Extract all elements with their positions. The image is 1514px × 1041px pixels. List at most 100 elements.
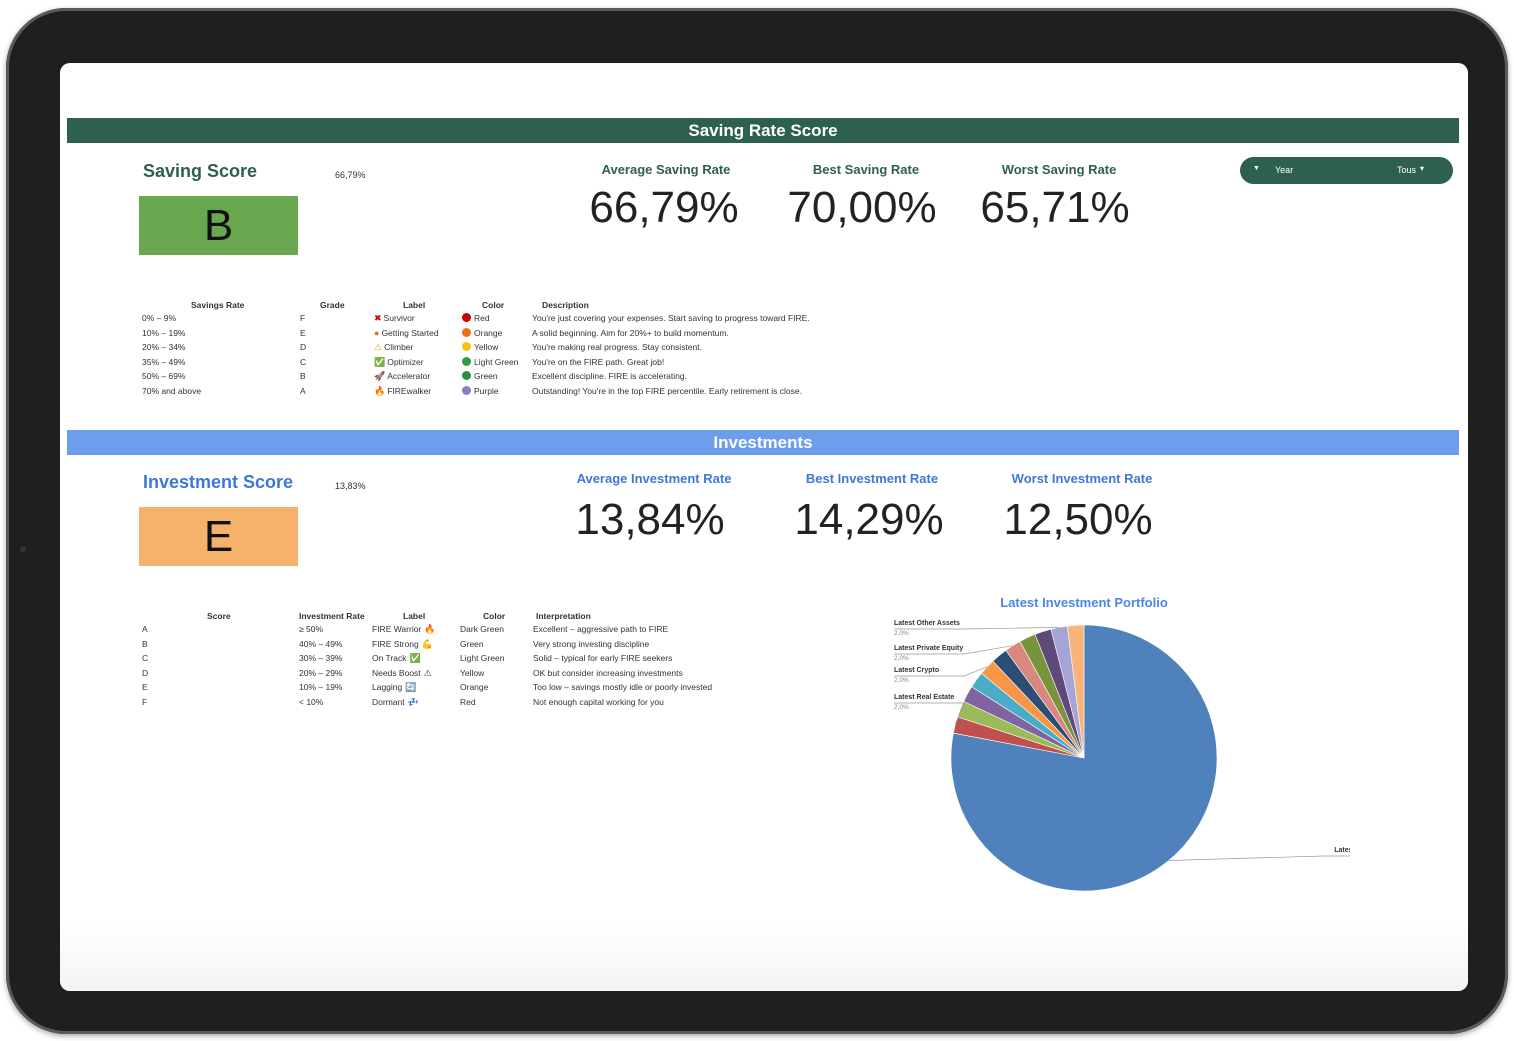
worst-investment-rate-label: Worst Investment Rate xyxy=(1011,471,1153,486)
legend-rate: 50% – 69% xyxy=(142,371,186,381)
legend-score: E xyxy=(142,682,148,692)
legend-grade: B xyxy=(300,371,306,381)
flexed-arm-icon: 💪 xyxy=(421,638,433,649)
saving-section-header: Saving Rate Score xyxy=(67,118,1459,143)
legend-header: Description xyxy=(542,300,589,310)
investment-score-legend: Score Investment Rate Label Color Interp… xyxy=(142,611,822,711)
pie-leader-line xyxy=(894,627,1060,630)
filter-value[interactable]: Tous xyxy=(1397,165,1417,175)
saving-grade-legend: Savings Rate Grade Label Color Descripti… xyxy=(142,300,862,400)
legend-description: Excellent discipline. FIRE is accelerati… xyxy=(532,371,687,381)
legend-grade: D xyxy=(300,342,307,352)
pie-label-name: Latest Private Equity xyxy=(894,645,963,652)
legend-header: Color xyxy=(483,611,506,621)
color-dot-icon xyxy=(462,327,471,337)
legend-color-name: Dark Green xyxy=(460,624,504,634)
pie-slice[interactable] xyxy=(1066,624,1085,759)
warning-icon: ⚠ xyxy=(423,667,432,678)
legend-label: ✖ Survivor xyxy=(374,313,415,324)
legend-label: FIRE Strong 💪 xyxy=(372,639,435,650)
legend-label: Lagging 🔄 xyxy=(372,682,418,693)
pie-label-name: Latest Crypto xyxy=(894,667,939,674)
legend-header: Color xyxy=(482,300,505,310)
legend-label-text: Needs Boost xyxy=(372,667,421,678)
pie-leader-line xyxy=(894,702,965,726)
legend-label-text: Getting Started xyxy=(381,327,439,338)
portfolio-pie-chart: Latest Other Assets 2,0% Latest Private Eq… xyxy=(894,620,1350,892)
legend-header: Grade xyxy=(320,300,345,310)
chevron-down-icon[interactable]: ▾ xyxy=(1420,164,1425,173)
worst-saving-rate-value: 65,71% xyxy=(980,183,1130,232)
best-investment-rate-value: 14,29% xyxy=(794,495,944,544)
pie-leader-line xyxy=(1168,855,1350,861)
legend-label: On Track ✅ xyxy=(372,653,423,664)
rocket-icon: 🚀 xyxy=(374,371,386,381)
fire-icon: 🔥 xyxy=(374,385,386,396)
legend-color: Red xyxy=(462,313,490,323)
pie-label-name: Latest Real Estate xyxy=(894,694,954,701)
saving-score-title: Saving Score xyxy=(143,161,258,181)
color-dot-icon xyxy=(462,356,471,366)
color-dot-icon xyxy=(462,313,471,322)
legend-score: B xyxy=(142,638,148,649)
legend-label-text: Optimizer xyxy=(387,356,424,367)
legend-description: You're on the FIRE path. Great job! xyxy=(532,356,665,367)
pie-label-value: 2,0% xyxy=(894,630,909,637)
sleeping-icon: 💤 xyxy=(407,696,419,707)
investment-score-small-value: 13,83% xyxy=(335,481,366,491)
legend-color-name: Green xyxy=(460,638,484,649)
legend-label-text: FIRE Warrior xyxy=(372,624,422,634)
legend-color: Green xyxy=(462,371,498,381)
legend-color: Purple xyxy=(462,385,499,396)
legend-color-name: Red xyxy=(474,313,490,323)
legend-label: Dormant 💤 xyxy=(372,697,421,708)
legend-label: ✅ Optimizer xyxy=(374,357,424,368)
legend-description: You're making real progress. Stay consis… xyxy=(532,342,702,352)
legend-color-name: Purple xyxy=(474,385,499,396)
legend-color-name: Yellow xyxy=(474,342,499,352)
legend-color-name: Yellow xyxy=(460,667,485,678)
legend-grade: E xyxy=(300,327,306,338)
fire-icon: 🔥 xyxy=(424,624,436,634)
legend-label-text: Climber xyxy=(384,342,414,352)
legend-description: You're just covering your expenses. Star… xyxy=(532,313,810,323)
year-filter-control[interactable]: ▼ Year Tous ▾ xyxy=(1240,157,1453,184)
pie-label-value: 2,0% xyxy=(894,677,909,684)
legend-investment-rate: 30% – 39% xyxy=(299,653,343,663)
average-saving-rate-label: Average Saving Rate xyxy=(601,162,731,177)
legend-investment-rate: 10% – 19% xyxy=(299,682,343,692)
legend-label: ⚠ Climber xyxy=(374,342,413,353)
legend-score: A xyxy=(142,624,148,634)
legend-interpretation: Not enough capital working for you xyxy=(533,696,664,707)
pie-leader-line xyxy=(894,666,988,677)
saving-grade-box: B xyxy=(139,196,298,255)
legend-color-name: Orange xyxy=(474,327,503,338)
warning-icon: ⚠ xyxy=(374,342,383,352)
color-dot-icon xyxy=(462,342,471,351)
legend-rate: 70% and above xyxy=(142,385,202,396)
legend-header: Label xyxy=(403,300,426,310)
legend-investment-rate: 20% – 29% xyxy=(299,667,343,678)
legend-color: Orange xyxy=(462,327,503,338)
legend-label-text: Dormant xyxy=(372,696,405,707)
pie-leader-line xyxy=(894,645,1013,655)
legend-header: Savings Rate xyxy=(191,300,245,310)
filter-field-label: Year xyxy=(1275,165,1294,175)
legend-color-name: Green xyxy=(474,371,498,381)
camera-dot xyxy=(20,546,26,552)
legend-color-name: Red xyxy=(460,696,476,707)
average-investment-rate-value: 13,84% xyxy=(575,495,725,544)
investment-score-title: Investment Score xyxy=(143,472,294,492)
legend-rate: 35% – 49% xyxy=(142,356,186,367)
legend-investment-rate: ≥ 50% xyxy=(299,624,324,634)
legend-interpretation: Too low – savings mostly idle or poorly … xyxy=(533,682,713,692)
legend-interpretation: Very strong investing discipline xyxy=(533,638,650,649)
legend-score: C xyxy=(142,653,149,663)
pie-label-name: Latest Equities xyxy=(1334,847,1350,854)
legend-label: 🚀 Accelerator xyxy=(374,371,430,382)
saving-score-small-value: 66,79% xyxy=(335,170,366,180)
dashboard-screen: Saving Rate Score Saving Score 66,79% B … xyxy=(60,63,1468,991)
legend-header: Score xyxy=(207,611,231,621)
average-investment-rate-label: Average Investment Rate xyxy=(576,471,732,486)
check-box-icon: ✅ xyxy=(374,356,386,367)
